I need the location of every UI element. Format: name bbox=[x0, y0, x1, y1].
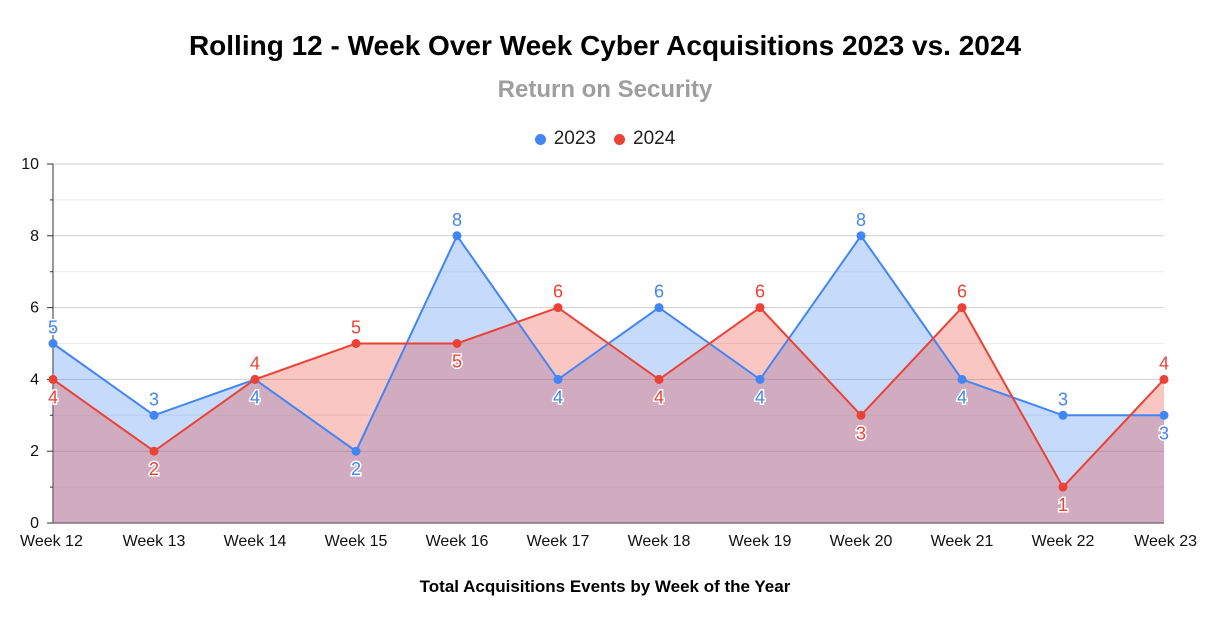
data-label-2024: 1 bbox=[1058, 495, 1068, 515]
data-point-2023 bbox=[1058, 410, 1068, 420]
legend-marker-2023 bbox=[534, 133, 546, 145]
data-label-2024: 4 bbox=[48, 387, 58, 407]
series-line-2024 bbox=[52, 305, 1165, 489]
data-label-2023: 4 bbox=[755, 387, 765, 407]
x-tick-label: Week 21 bbox=[931, 533, 994, 550]
data-label-2023: 6 bbox=[654, 282, 664, 302]
data-label-2023: 5 bbox=[48, 318, 58, 338]
x-tick-label: Week 18 bbox=[628, 533, 691, 550]
data-point-2023 bbox=[654, 303, 664, 313]
data-point-2023 bbox=[351, 446, 361, 456]
data-point-2024 bbox=[1058, 482, 1068, 492]
data-point-2024 bbox=[957, 303, 967, 313]
data-label-2023: 4 bbox=[250, 387, 260, 407]
legend-marker-2024 bbox=[614, 133, 625, 145]
data-label-2024: 4 bbox=[654, 387, 664, 407]
data-point-2023 bbox=[452, 231, 462, 241]
x-tick-label: Week 17 bbox=[527, 533, 590, 550]
data-point-2023 bbox=[553, 374, 563, 384]
data-point-2023 bbox=[856, 231, 866, 241]
data-label-2023: 3 bbox=[1159, 423, 1169, 443]
data-point-2023 bbox=[1159, 410, 1169, 420]
data-label-2023: 8 bbox=[452, 210, 462, 230]
chart-title: Rolling 12 - Week Over Week Cyber Acquis… bbox=[188, 30, 1022, 61]
x-tick-label: Week 12 bbox=[20, 533, 83, 550]
y-tick-label: 10 bbox=[21, 156, 39, 173]
data-label-2023: 3 bbox=[1058, 389, 1068, 409]
data-label-2024: 4 bbox=[1159, 353, 1169, 373]
data-label-2024: 3 bbox=[856, 423, 866, 443]
y-tick-label: 0 bbox=[30, 515, 39, 532]
legend-label-2024: 2024 bbox=[633, 128, 676, 149]
data-label-2024: 6 bbox=[755, 282, 765, 302]
x-tick-label: Week 16 bbox=[426, 533, 489, 550]
data-label-2024: 2 bbox=[149, 459, 159, 479]
data-point-2024 bbox=[553, 303, 563, 313]
data-point-2024 bbox=[48, 374, 58, 384]
y-tick-label: 4 bbox=[30, 371, 39, 388]
data-point-2023 bbox=[755, 374, 765, 384]
data-label-2024: 5 bbox=[452, 352, 462, 372]
x-tick-label: Week 15 bbox=[325, 533, 388, 550]
data-label-2024: 6 bbox=[957, 282, 967, 302]
x-tick-label: Week 13 bbox=[123, 533, 186, 550]
data-label-2023: 4 bbox=[957, 387, 967, 407]
legend-label-2023: 2023 bbox=[553, 128, 596, 149]
x-tick-label: Week 20 bbox=[830, 533, 893, 550]
data-point-2024 bbox=[351, 339, 361, 348]
area-fill-2024 bbox=[53, 307, 1164, 523]
data-label-2023: 3 bbox=[149, 389, 159, 409]
y-tick-label: 6 bbox=[30, 300, 39, 317]
legend-item-2024[interactable]: 2024 bbox=[614, 128, 675, 150]
data-point-2024 bbox=[149, 446, 159, 456]
legend-item-2023[interactable]: 2023 bbox=[534, 128, 596, 150]
chart-legend: 2023 2024 bbox=[0, 128, 1210, 150]
data-label-2024: 4 bbox=[250, 353, 260, 373]
chart-subtitle: Return on Security bbox=[497, 76, 713, 103]
data-label-2023: 4 bbox=[553, 387, 563, 407]
data-point-2024 bbox=[1159, 374, 1169, 384]
data-label-2023: 8 bbox=[856, 210, 866, 230]
y-tick-label: 8 bbox=[30, 228, 39, 245]
y-tick-label: 2 bbox=[30, 443, 39, 460]
data-point-2024 bbox=[250, 374, 260, 384]
data-point-2024 bbox=[654, 374, 664, 384]
data-point-2023 bbox=[149, 410, 159, 420]
x-axis-title: Total Acquisitions Events by Week of the… bbox=[419, 577, 791, 596]
x-tick-label: Week 23 bbox=[1134, 533, 1197, 550]
data-label-2024: 6 bbox=[553, 282, 563, 302]
data-point-2023 bbox=[48, 339, 58, 348]
data-label-2023: 2 bbox=[351, 459, 361, 479]
data-point-2024 bbox=[856, 410, 866, 420]
area-fill-2023 bbox=[53, 235, 1164, 524]
data-label-2024: 5 bbox=[351, 318, 361, 338]
x-tick-label: Week 19 bbox=[729, 533, 792, 550]
x-tick-label: Week 22 bbox=[1032, 533, 1095, 550]
x-tick-label: Week 14 bbox=[224, 533, 287, 550]
data-point-2023 bbox=[957, 374, 967, 384]
data-point-2024 bbox=[452, 339, 462, 348]
data-point-2024 bbox=[755, 303, 765, 313]
